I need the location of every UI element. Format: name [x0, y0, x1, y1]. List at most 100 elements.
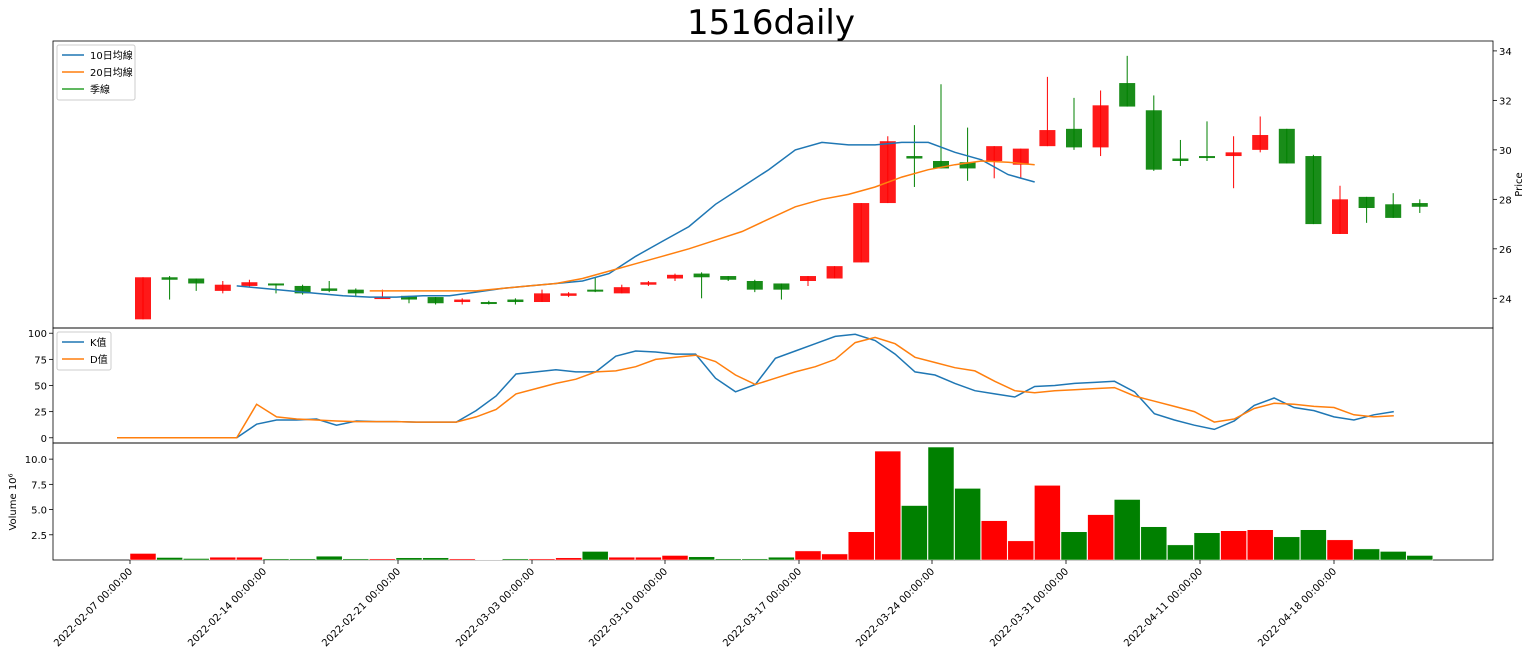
volume-bar	[1140, 526, 1168, 561]
volume-bar	[289, 558, 316, 561]
volume-bar	[1379, 551, 1407, 561]
volume-bar	[901, 505, 928, 561]
candle-body	[906, 156, 923, 159]
candle-body	[347, 289, 364, 294]
volume-bar	[502, 558, 529, 561]
x-axis: 2022-02-07 00:00:00 2022-02-14 00:00:00 20…	[52, 560, 1339, 649]
volume-bar	[661, 555, 689, 561]
volume-bar	[821, 553, 848, 561]
candle-body	[1199, 156, 1215, 159]
volume-bar	[847, 531, 875, 561]
price-ytick-label: 32	[1499, 96, 1512, 107]
volume-ytick-label: 5.0	[31, 506, 47, 517]
volume-bar	[1220, 530, 1247, 561]
candle-body	[613, 287, 630, 294]
volume-bar	[262, 558, 290, 561]
candle-body	[1039, 130, 1056, 147]
volume-bar	[182, 558, 210, 561]
chart-title: 1516daily	[687, 3, 855, 43]
volume-bar	[1167, 544, 1194, 561]
x-tick-label: 2022-03-17 00:00:00	[721, 566, 804, 649]
ma-line	[369, 160, 1035, 292]
candle-body	[374, 297, 391, 300]
volume-bar	[369, 558, 396, 561]
volume-bar	[422, 557, 449, 561]
volume-bar	[1060, 531, 1088, 561]
volume-bar	[874, 450, 902, 561]
candle-body	[1145, 110, 1162, 170]
price-ytick-label: 28	[1499, 195, 1512, 206]
volume-bar	[714, 558, 742, 561]
candle-body	[507, 299, 524, 303]
volume-bar	[1113, 499, 1141, 561]
legend-label: 10日均線	[90, 49, 133, 62]
candle-body	[879, 141, 896, 204]
candle-body	[773, 283, 790, 290]
candle-body	[746, 280, 763, 290]
price-legend-box	[56, 44, 136, 101]
candle-body	[1358, 196, 1375, 209]
volume-bar	[688, 556, 715, 561]
candle-body	[241, 282, 258, 286]
candle-body	[1066, 128, 1082, 148]
kd-legend: K值 D值	[56, 331, 112, 371]
price-ytick-label: 30	[1499, 146, 1512, 157]
kd-ytick-label: 25	[34, 408, 47, 419]
volume-bar	[741, 558, 769, 561]
candle-body	[1119, 83, 1136, 107]
volume-bar	[768, 556, 795, 561]
candle-body	[161, 277, 178, 280]
kd-frame	[52, 327, 1494, 444]
candle-body	[268, 283, 284, 286]
price-ytick-label: 34	[1499, 47, 1512, 58]
price-ylabel: Price	[1514, 172, 1525, 196]
candle-body	[188, 278, 205, 284]
volume-bar	[1273, 536, 1301, 561]
volume-bar	[1007, 540, 1035, 561]
volume-bar	[1326, 539, 1354, 561]
volume-bar	[528, 558, 556, 561]
candle-body	[1225, 152, 1242, 157]
candle-body	[454, 299, 471, 303]
kd-ytick-label: 75	[34, 355, 47, 366]
candle-body	[933, 160, 949, 169]
kd-panel: 0 25 50 75 100 K值 D值	[28, 327, 1494, 445]
volume-bar	[156, 557, 183, 561]
candle-body	[667, 274, 683, 279]
x-tick-label: 2022-03-10 00:00:00	[587, 566, 670, 649]
candle-body	[826, 266, 843, 279]
volume-bar	[1406, 555, 1434, 561]
candle-body	[1332, 199, 1348, 234]
candle-body	[401, 295, 417, 300]
price-ytick-label: 24	[1499, 294, 1512, 305]
price-ytick-label: 26	[1499, 245, 1512, 256]
volume-bar	[1034, 485, 1061, 561]
x-tick-label: 2022-02-14 00:00:00	[186, 566, 269, 649]
x-tick-label: 2022-03-03 00:00:00	[454, 566, 537, 649]
x-tick-label: 2022-04-18 00:00:00	[1256, 566, 1339, 649]
volume-bar	[342, 558, 370, 561]
kd-line	[117, 333, 1394, 439]
legend-label: 20日均線	[90, 66, 133, 79]
volume-bar	[236, 556, 263, 561]
volume-bar	[448, 558, 476, 561]
candle-body	[534, 293, 550, 303]
kd-ytick-label: 0	[41, 434, 47, 445]
candle-body	[853, 203, 870, 263]
x-tick-label: 2022-02-21 00:00:00	[320, 566, 403, 649]
volume-bar	[475, 559, 503, 561]
x-tick-label: 2022-03-24 00:00:00	[854, 566, 937, 649]
candle-body	[1305, 156, 1322, 225]
volume-bar	[209, 556, 237, 561]
candle-body	[640, 282, 657, 285]
volume-ylabel: Volume 10⁶	[8, 473, 19, 530]
kd-ytick-label: 100	[28, 329, 47, 340]
candle-body	[986, 146, 1003, 161]
volume-bar	[129, 553, 157, 561]
candle-body	[427, 297, 444, 304]
volume-ytick-label: 10.0	[25, 455, 47, 466]
volume-bar	[1353, 548, 1380, 561]
